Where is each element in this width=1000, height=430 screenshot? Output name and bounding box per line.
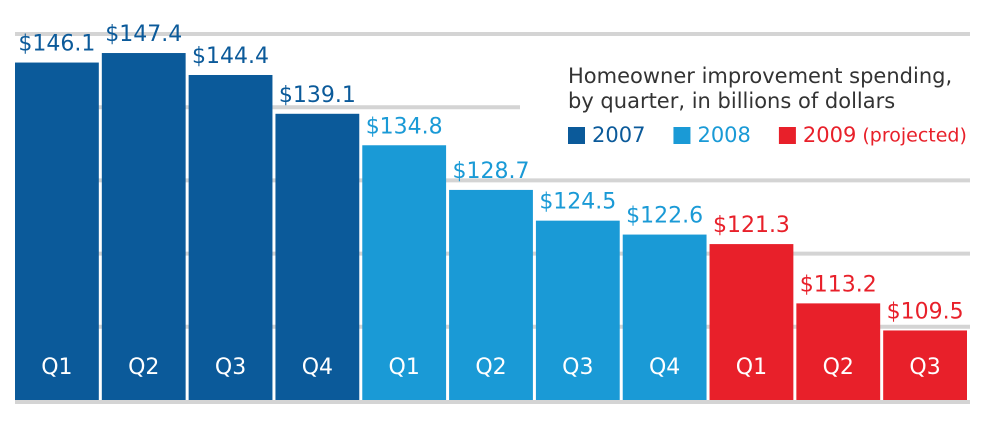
bars: Q1 $146.1 Q2 $147.4 Q3 $144.4 Q4 $139.1 Q1 $134.8… (15, 22, 967, 401)
x-tick-label: Q4 (649, 355, 680, 380)
value-label: $139.1 (279, 83, 356, 108)
chart-title: Homeowner improvement spending, (568, 64, 952, 88)
legend-swatch (778, 127, 796, 144)
value-label: $109.5 (887, 299, 964, 324)
value-label: $146.1 (18, 32, 95, 57)
legend-qualifier: (projected) (862, 125, 967, 147)
x-tick-label: Q3 (562, 355, 593, 380)
legend-label: 2007 (592, 123, 645, 147)
legend-swatch (568, 127, 585, 144)
x-tick-label: Q1 (389, 355, 420, 380)
bar (101, 53, 186, 400)
chart-title: by quarter, in billions of dollars (568, 89, 895, 113)
bar (275, 113, 360, 401)
legend-label: 2008 (697, 123, 750, 147)
value-label: $144.4 (192, 44, 269, 69)
x-tick-label: Q3 (215, 355, 246, 380)
value-label: $128.7 (453, 159, 530, 184)
bar (15, 62, 99, 400)
value-label: $122.6 (626, 204, 703, 229)
value-label: $124.5 (539, 190, 616, 215)
x-tick-label: Q1 (736, 355, 767, 380)
legend-label: 2009 (803, 123, 856, 147)
value-label: $147.4 (105, 22, 182, 47)
value-label: $121.3 (713, 213, 790, 238)
bar (188, 74, 273, 400)
bar (796, 303, 881, 400)
value-label: $134.8 (366, 114, 443, 139)
x-tick-label: Q1 (41, 355, 72, 380)
legend-background (520, 55, 970, 155)
legend-swatch (673, 127, 691, 144)
x-tick-label: Q2 (823, 355, 854, 380)
x-tick-label: Q4 (302, 355, 333, 380)
value-label: $113.2 (800, 272, 877, 297)
x-tick-label: Q2 (475, 355, 506, 380)
bar (709, 244, 794, 400)
x-tick-label: Q3 (909, 355, 940, 380)
legend: 2007 2008 2009 (projected) (568, 123, 967, 147)
bar (535, 220, 620, 400)
bar (362, 145, 447, 400)
bar (883, 330, 967, 400)
bar (622, 234, 707, 400)
x-tick-label: Q2 (128, 355, 159, 380)
bar (449, 189, 533, 400)
